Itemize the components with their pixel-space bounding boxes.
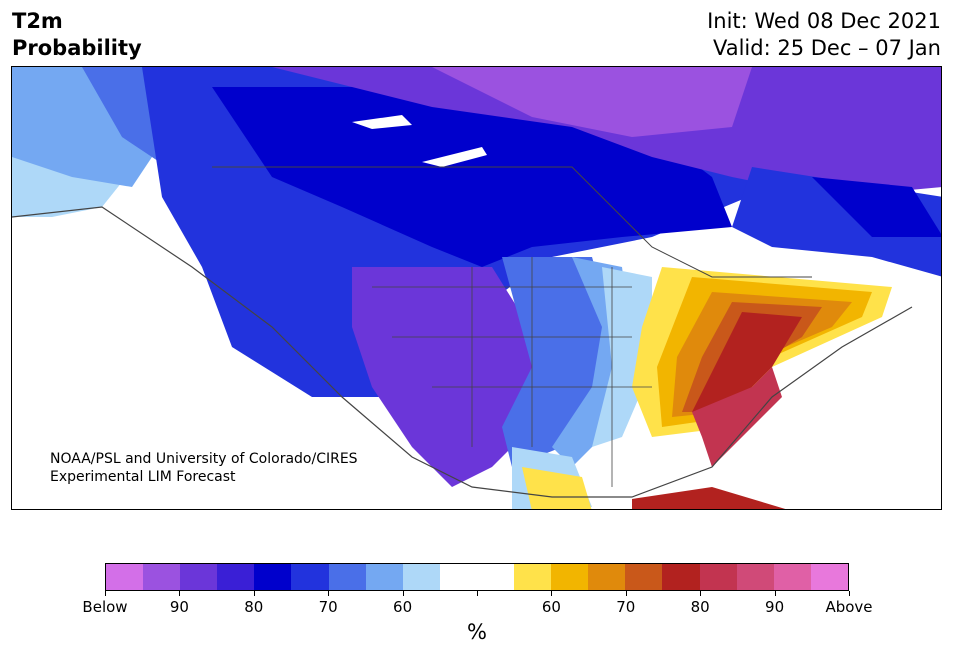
colorbar	[105, 563, 849, 591]
colorbar-tick	[253, 591, 255, 596]
band-labrador-dark	[812, 177, 941, 237]
colorbar-segment	[439, 564, 477, 590]
state-line	[372, 257, 652, 487]
colorbar-ticks	[105, 591, 850, 597]
colorbar-tick	[774, 591, 776, 596]
colorbar-tick-label: 90	[169, 598, 189, 616]
credit-line2: Experimental LIM Forecast	[50, 469, 236, 485]
colorbar-tick	[402, 591, 404, 596]
colorbar-segment	[254, 564, 292, 590]
colorbar-tick	[700, 591, 702, 596]
band-east-red	[692, 312, 802, 412]
colorbar-tick-label: 60	[541, 598, 561, 616]
colorbar-tick-label: 60	[393, 598, 413, 616]
colorbar-tick	[551, 591, 553, 596]
colorbar-tick	[105, 591, 106, 596]
band-florida-rose	[692, 367, 782, 467]
credit-line1: NOAA/PSL and University of Colorado/CIRE…	[50, 451, 358, 467]
probability-map: NOAA/PSL and University of Colorado/CIRE…	[11, 66, 942, 510]
colorbar-segment	[291, 564, 329, 590]
colorbar-segment	[810, 564, 848, 590]
map-title: T2m Probability	[12, 8, 142, 62]
colorbar-segment	[180, 564, 218, 590]
colorbar-tick-label: 90	[765, 598, 785, 616]
band-plains-pale	[592, 267, 652, 447]
colorbar-segment	[365, 564, 403, 590]
colorbar-segment	[143, 564, 181, 590]
country-border	[212, 166, 812, 278]
colorbar-segment	[328, 564, 366, 590]
band-arctic-purple	[272, 67, 941, 197]
init-date: Init: Wed 08 Dec 2021	[707, 9, 941, 33]
band-mexico-yellow	[522, 467, 592, 509]
colorbar-tick	[849, 591, 850, 596]
band-cuba-red	[632, 487, 786, 509]
colorbar-tick-label: 70	[616, 598, 636, 616]
colorbar-segment	[736, 564, 774, 590]
colorbar-segment	[217, 564, 255, 590]
colorbar-tick	[179, 591, 181, 596]
colorbar-segment	[551, 564, 589, 590]
colorbar-tick-label: 80	[244, 598, 264, 616]
colorbar-segment	[625, 564, 663, 590]
colorbar-segment	[514, 564, 552, 590]
map-canvas	[12, 67, 941, 509]
colorbar-tick	[328, 591, 330, 596]
title-line2: Probability	[12, 36, 142, 60]
great-lake	[352, 115, 412, 129]
colorbar-tick	[625, 591, 627, 596]
title-line1: T2m	[12, 9, 63, 33]
colorbar-tick-label: Above	[825, 598, 873, 616]
colorbar-segment	[106, 564, 144, 590]
band-west-purple	[352, 267, 542, 487]
colorbar-tick-label: 70	[318, 598, 338, 616]
colorbar-segment	[773, 564, 811, 590]
colorbar-segment	[662, 564, 700, 590]
forecast-dates: Init: Wed 08 Dec 2021 Valid: 25 Dec – 07…	[707, 8, 941, 62]
valid-date: Valid: 25 Dec – 07 Jan	[712, 36, 941, 60]
colorbar-segment	[699, 564, 737, 590]
coastline	[12, 206, 913, 498]
band-arctic-violet	[432, 67, 752, 137]
great-lake	[422, 147, 487, 167]
colorbar-segment	[402, 564, 440, 590]
colorbar-segment	[588, 564, 626, 590]
colorbar-unit: %	[467, 620, 487, 644]
colorbar-tick-label: Below	[82, 598, 128, 616]
colorbar-tick-label: 80	[690, 598, 710, 616]
colorbar-segment	[476, 564, 515, 590]
map-credit: NOAA/PSL and University of Colorado/CIRE…	[50, 450, 358, 486]
colorbar-tick	[477, 591, 478, 596]
